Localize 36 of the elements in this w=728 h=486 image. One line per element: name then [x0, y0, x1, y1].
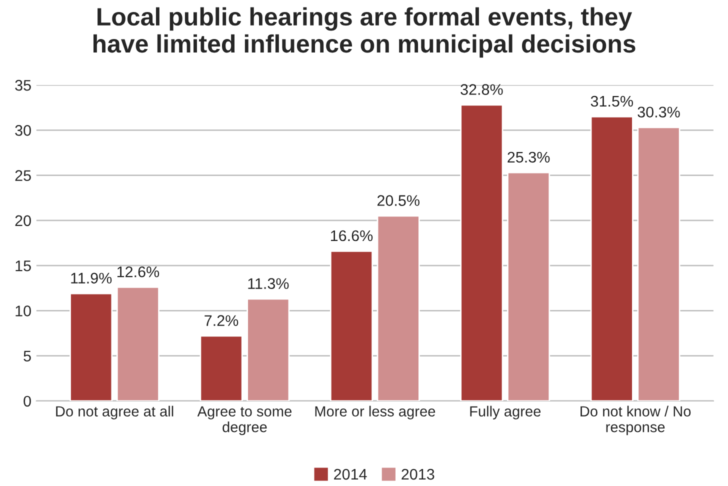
bar [590, 116, 634, 401]
legend-label: 2014 [334, 468, 367, 480]
data-label: 7.2% [204, 315, 238, 326]
y-tick-label: 5 [24, 350, 31, 362]
data-label: 20.5% [377, 195, 420, 206]
x-tick-label: Do not know / No response [580, 406, 691, 436]
x-tick-label: Fully agree [470, 406, 541, 420]
bar [200, 335, 243, 401]
y-tick-label: 15 [16, 260, 31, 272]
x-tick-label: More or less agree [315, 406, 436, 420]
data-label: 32.8% [460, 84, 503, 95]
chart-title: Local public hearings are formal events, they have limited influence on municipal decisions [93, 7, 636, 58]
x-tick-label: Agree to some degree [197, 406, 292, 436]
bar [116, 286, 160, 401]
bar [376, 215, 420, 401]
data-label: 11.3% [248, 278, 289, 289]
y-tick-label: 10 [16, 306, 31, 316]
bar [246, 298, 290, 401]
data-label: 11.9% [71, 272, 112, 284]
bar [637, 126, 680, 401]
data-label: 30.3% [638, 106, 680, 118]
data-label: 16.6% [330, 230, 373, 242]
y-tick-label: 25 [15, 170, 31, 181]
bar [507, 172, 550, 401]
y-tick-label: 30 [15, 125, 31, 136]
y-tick-label: 20 [15, 215, 31, 226]
y-tick-label: 0 [24, 396, 31, 407]
data-label: 12.6% [117, 266, 160, 278]
bar [70, 292, 113, 401]
data-label: 31.5% [590, 96, 633, 107]
bar [460, 104, 504, 401]
legend-label: 2013 [402, 468, 434, 480]
y-tick-label: 35 [15, 80, 31, 91]
x-tick-label: Do not agree at all [56, 406, 174, 420]
bar [330, 250, 374, 401]
data-label: 25.3% [508, 152, 550, 163]
